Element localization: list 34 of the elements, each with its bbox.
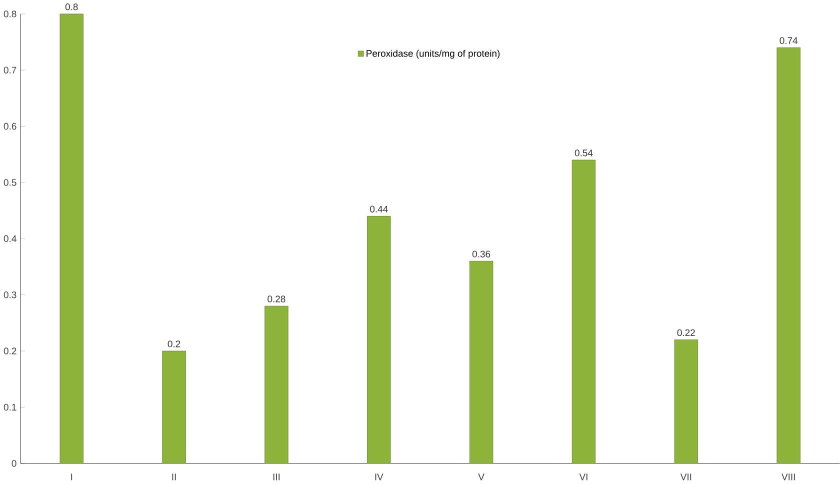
y-tick-label: 0.3 (4, 292, 16, 298)
y-tick-label: 0.1 (4, 404, 16, 411)
y-tick-label: 0.2 (4, 348, 16, 355)
data-label: 0.36 (472, 250, 490, 258)
x-tick-label: I (71, 474, 72, 480)
x-tick-label: V (478, 474, 484, 480)
y-tick-label: 0.4 (4, 235, 16, 242)
x-tick-label: III (273, 474, 280, 480)
y-tick-label: 0 (12, 460, 16, 467)
x-tick-label: VII (680, 474, 692, 480)
data-label: 0.54 (574, 150, 593, 156)
y-tick-label: 0.8 (4, 10, 16, 18)
data-label: 0.22 (677, 329, 695, 336)
bar (162, 350, 186, 464)
data-label: 0.44 (370, 206, 388, 213)
bar (469, 261, 494, 464)
legend-label: Peroxidase (units/mg of protein) (366, 50, 500, 59)
x-tick-label: VIII (782, 474, 795, 480)
data-label: 0.2 (168, 340, 180, 348)
bar (572, 160, 596, 464)
bar (776, 48, 800, 464)
data-label: 0.8 (65, 4, 78, 10)
bar (60, 14, 84, 464)
bar (264, 306, 288, 464)
data-label: 0.74 (780, 37, 798, 44)
x-tick-label: II (172, 474, 176, 480)
bar (674, 340, 698, 464)
data-label: 0.28 (268, 296, 286, 302)
x-tick-label: IV (375, 474, 384, 480)
bar (367, 216, 391, 464)
y-tick-label: 0.6 (4, 123, 16, 130)
x-tick-label: VI (579, 474, 588, 480)
y-tick-label: 0.7 (4, 66, 16, 74)
y-tick-label: 0.5 (4, 179, 16, 186)
